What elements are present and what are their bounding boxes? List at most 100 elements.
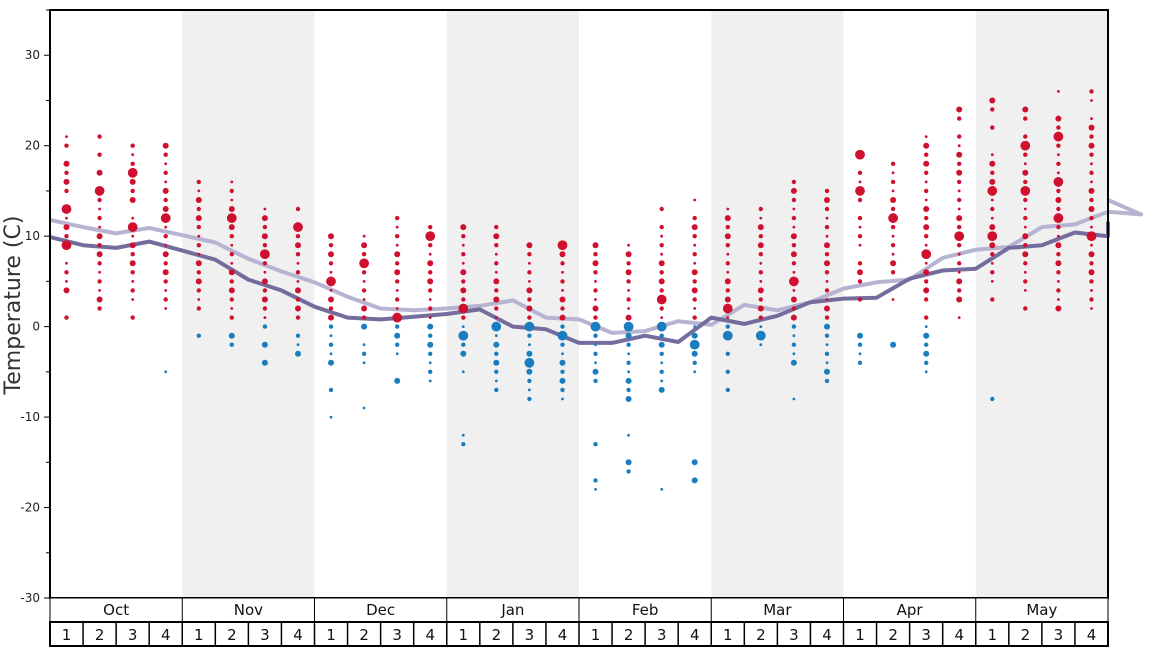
- warm-point: [757, 305, 764, 312]
- warm-point: [1022, 106, 1029, 113]
- warm-point: [528, 261, 531, 265]
- warm-point: [791, 243, 797, 248]
- cold-point: [857, 342, 863, 347]
- warm-point: [197, 189, 201, 193]
- warm-point: [726, 207, 730, 211]
- month-label: Jan: [500, 601, 524, 619]
- warm-point: [65, 135, 68, 139]
- warm-point: [957, 288, 962, 293]
- warm-point: [659, 206, 664, 212]
- warm-point: [129, 242, 136, 249]
- cold-point: [692, 360, 697, 365]
- warm-point: [824, 197, 830, 203]
- warm-point: [261, 296, 268, 303]
- month-label: Apr: [897, 601, 924, 619]
- cold-point-large: [491, 321, 502, 332]
- warm-point: [1090, 307, 1093, 310]
- warm-point: [493, 233, 500, 240]
- cold-point: [691, 477, 698, 484]
- warm-point: [163, 297, 168, 302]
- cold-point: [427, 341, 434, 348]
- cold-point-large: [590, 321, 601, 332]
- warm-point: [957, 134, 962, 139]
- warm-point: [923, 142, 930, 149]
- warm-point: [957, 179, 962, 185]
- warm-point: [461, 279, 466, 284]
- warm-point: [1056, 270, 1061, 275]
- y-tick-label: 10: [25, 229, 40, 243]
- warm-point-large: [127, 222, 138, 232]
- warm-point: [758, 297, 763, 302]
- warm-point-large: [61, 240, 72, 250]
- cold-point: [361, 323, 368, 330]
- warm-point: [1056, 252, 1061, 257]
- cold-point-large: [723, 330, 733, 341]
- week-label: 3: [789, 626, 799, 644]
- warm-point: [725, 224, 730, 230]
- warm-point: [890, 179, 896, 185]
- cold-point: [691, 350, 698, 357]
- warm-point: [196, 206, 201, 212]
- warm-point: [957, 252, 961, 256]
- warm-point: [990, 198, 994, 202]
- warm-point: [725, 288, 730, 293]
- warm-point: [394, 251, 401, 258]
- warm-point: [427, 278, 434, 285]
- cold-point: [824, 333, 830, 338]
- y-tick-label: 0: [32, 320, 40, 334]
- warm-point: [1056, 206, 1061, 212]
- warm-point: [131, 216, 135, 220]
- warm-point: [559, 251, 566, 258]
- warm-point: [164, 180, 168, 184]
- warm-point: [659, 224, 664, 230]
- warm-point: [428, 270, 433, 275]
- warm-point-large: [1053, 131, 1064, 142]
- cold-point: [526, 368, 533, 375]
- warm-point: [97, 134, 102, 139]
- warm-point: [659, 270, 664, 275]
- warm-point: [395, 307, 399, 310]
- warm-point: [593, 270, 598, 275]
- warm-point: [229, 234, 234, 239]
- warm-point: [625, 269, 632, 276]
- warm-point: [1023, 207, 1027, 211]
- warm-point: [924, 279, 929, 284]
- warm-point: [528, 280, 531, 283]
- cold-point: [660, 488, 664, 491]
- warm-point: [96, 169, 103, 176]
- warm-point: [65, 261, 68, 265]
- cold-point: [559, 359, 566, 366]
- cold-point: [428, 361, 432, 365]
- warm-point: [395, 261, 400, 266]
- warm-point: [261, 233, 268, 240]
- warm-point: [63, 178, 70, 185]
- warm-point: [957, 207, 961, 211]
- warm-point: [96, 251, 103, 258]
- warm-point: [989, 160, 996, 167]
- warm-point: [824, 224, 830, 230]
- warm-point: [395, 234, 400, 239]
- warm-point: [262, 224, 268, 230]
- warm-point: [228, 224, 235, 231]
- warm-point: [362, 298, 366, 301]
- warm-point: [98, 207, 101, 211]
- warm-point: [262, 288, 268, 293]
- warm-point: [957, 224, 962, 230]
- warm-point: [1057, 298, 1060, 301]
- cold-point: [924, 370, 928, 374]
- week-label: 2: [492, 626, 502, 644]
- warm-point: [195, 197, 202, 203]
- cold-point: [923, 350, 930, 357]
- warm-point: [329, 270, 333, 274]
- warm-point: [924, 180, 928, 184]
- warm-point: [924, 152, 929, 157]
- warm-point: [263, 316, 267, 319]
- warm-point: [990, 170, 995, 175]
- week-label: 3: [525, 626, 535, 644]
- cold-point: [659, 351, 664, 356]
- warm-point: [328, 243, 334, 248]
- warm-point: [626, 297, 631, 302]
- cold-point: [328, 387, 334, 393]
- warm-point: [1089, 170, 1094, 175]
- warm-point: [295, 297, 301, 302]
